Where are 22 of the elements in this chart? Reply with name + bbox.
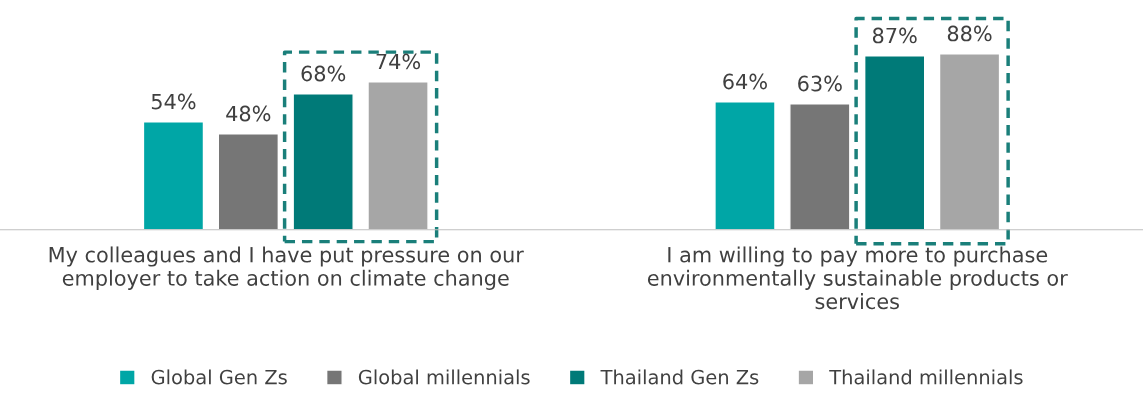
bar xyxy=(292,93,354,230)
bar xyxy=(789,103,851,230)
legend-label: Global Gen Zs xyxy=(151,369,287,385)
data-label: 48% xyxy=(226,105,271,122)
bar xyxy=(863,55,926,230)
data-label: 74% xyxy=(376,53,421,70)
x-tick-label: I am willing to pay more to purchase environmentally sustainable products or services xyxy=(647,246,1068,310)
bar xyxy=(217,133,280,230)
data-label: 88% xyxy=(947,25,992,42)
bar xyxy=(714,101,776,230)
data-label: 64% xyxy=(723,73,767,90)
data-label: 68% xyxy=(301,65,346,82)
data-label: 87% xyxy=(872,27,917,44)
legend-label: Thailand Gen Zs xyxy=(600,369,759,385)
bar xyxy=(142,121,205,230)
x-tick-label: My colleagues and I have put pressure on our employer to take action on climate change xyxy=(49,246,524,290)
bar xyxy=(367,81,429,230)
legend-label: Thailand millennials xyxy=(829,369,1023,385)
bar xyxy=(938,53,1001,230)
data-label: 54% xyxy=(151,93,196,110)
data-label: 63% xyxy=(798,75,842,92)
legend-label: Global millennials xyxy=(358,369,530,385)
